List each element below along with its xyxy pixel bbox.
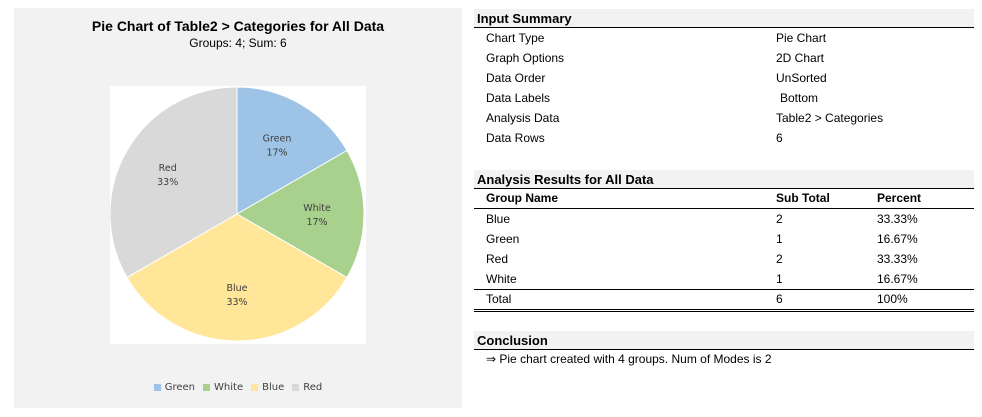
total-percent: 100% (877, 292, 908, 306)
percent-cell: 33.33% (877, 252, 918, 266)
plot-area: Green 17% White 17% Blue 33% Red 33% (110, 86, 366, 344)
summary-value: Bottom (780, 91, 819, 105)
legend-label: Blue (262, 382, 285, 393)
slice-percent-label: 33% (226, 297, 247, 308)
pie-slice-white (236, 149, 365, 279)
chart-panel: Pie Chart of Table2 > Categories for All… (14, 8, 462, 408)
summary-label: Data Labels (486, 91, 551, 105)
legend-item-green: Green (153, 382, 196, 393)
legend-label: Red (303, 382, 323, 393)
summary-row: Analysis Data Table2 > Categories (474, 108, 974, 128)
summary-label: Data Rows (486, 131, 545, 145)
slice-percent-label: 33% (157, 177, 178, 188)
column-header-percent: Percent (877, 191, 922, 205)
group-name-cell: Green (486, 232, 520, 246)
slice-percent-label: 17% (306, 217, 327, 228)
results-header-row: Group Name Sub Total Percent (474, 189, 974, 209)
pie-chart: Green 17% White 17% Blue 33% Red 33% (110, 86, 365, 342)
pie-slice-blue (126, 213, 348, 342)
summary-row: Data Labels Bottom (474, 88, 974, 108)
table-row: Green 1 16.67% (474, 229, 974, 249)
subtotal-cell: 2 (776, 212, 783, 226)
summary-label: Chart Type (486, 31, 545, 45)
column-header-group: Group Name (486, 191, 559, 205)
summary-value: Table2 > Categories (776, 111, 884, 125)
total-label: Total (486, 292, 512, 306)
conclusion-title: Conclusion (474, 331, 974, 350)
summary-label: Data Order (486, 71, 546, 85)
summary-value: UnSorted (776, 71, 827, 85)
slice-category-label: Red (159, 163, 177, 174)
analysis-results: Analysis Results for All Data Group Name… (474, 170, 974, 312)
legend-swatch-red (292, 384, 300, 391)
legend-item-blue: Blue (251, 382, 284, 393)
percent-cell: 16.67% (877, 272, 918, 286)
pie-slice-green (236, 86, 348, 215)
slice-category-label: Green (263, 134, 292, 145)
total-subtotal: 6 (776, 292, 783, 306)
table-row: Red 2 33.33% (474, 249, 974, 269)
legend-swatch-green (153, 384, 161, 391)
table-row: Blue 2 33.33% (474, 209, 974, 229)
legend-swatch-blue (251, 384, 259, 391)
subtotal-cell: 2 (776, 252, 783, 266)
legend: Green White Blue Red (14, 382, 462, 393)
column-header-subtotal: Sub Total (776, 191, 830, 205)
conclusion-text: ⇒ Pie chart created with 4 groups. Num o… (486, 352, 772, 366)
summary-value: 6 (776, 131, 783, 145)
analysis-results-title: Analysis Results for All Data (474, 170, 974, 189)
chart-subtitle: Groups: 4; Sum: 6 (189, 36, 287, 50)
percent-cell: 16.67% (877, 232, 918, 246)
slice-category-label: Blue (226, 283, 247, 294)
summary-row: Data Rows 6 (474, 128, 974, 148)
summary-row: Chart Type Pie Chart (474, 28, 974, 48)
slice-percent-label: 17% (266, 148, 287, 159)
input-summary: Input Summary Chart Type Pie Chart Graph… (474, 9, 974, 148)
summary-value: 2D Chart (776, 51, 825, 65)
conclusion: Conclusion ⇒ Pie chart created with 4 gr… (474, 331, 974, 368)
legend-label: Green (164, 382, 196, 393)
input-summary-title: Input Summary (474, 9, 974, 28)
legend-item-white: White (203, 382, 243, 393)
pie-slice-red (110, 86, 238, 279)
percent-cell: 33.33% (877, 212, 918, 226)
summary-label: Analysis Data (486, 111, 560, 125)
legend-swatch-white (203, 384, 211, 391)
chart-title: Pie Chart of Table2 > Categories for All… (91, 18, 385, 34)
group-name-cell: Blue (486, 212, 511, 226)
slice-category-label: White (303, 203, 331, 214)
legend-label: White (214, 382, 244, 393)
legend-item-red: Red (292, 382, 322, 393)
table-row: White 1 16.67% (474, 269, 974, 289)
total-row: Total 6 100% (474, 289, 974, 312)
subtotal-cell: 1 (776, 232, 783, 246)
summary-row: Graph Options 2D Chart (474, 48, 974, 68)
group-name-cell: White (486, 272, 517, 286)
summary-value: Pie Chart (776, 31, 827, 45)
group-name-cell: Red (486, 252, 509, 266)
subtotal-cell: 1 (776, 272, 783, 286)
summary-row: Data Order UnSorted (474, 68, 974, 88)
summary-label: Graph Options (486, 51, 565, 65)
